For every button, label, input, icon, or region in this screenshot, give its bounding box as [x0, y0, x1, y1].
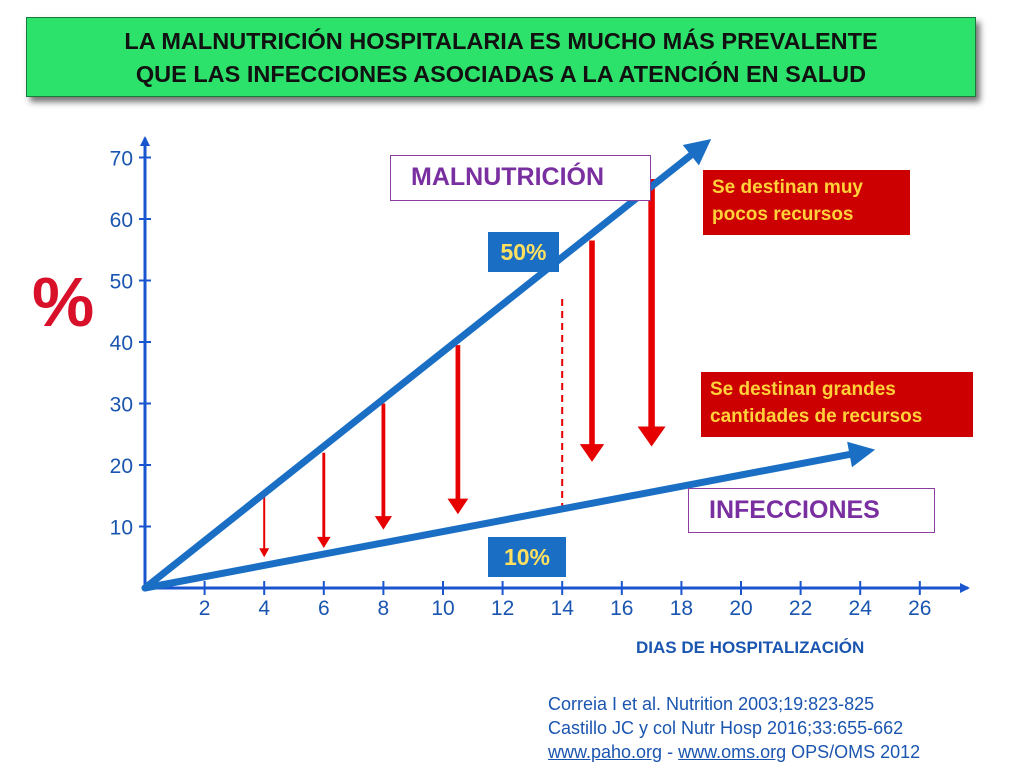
gap-arrow-head [447, 498, 469, 515]
x-tick-label: 6 [318, 597, 330, 620]
infections-series-line [141, 450, 854, 592]
few-resources-line-2: pocos recursos [712, 204, 854, 225]
many-resources-line-1: Se destinan grandes [710, 379, 896, 400]
reference-separator: - [662, 742, 679, 762]
many-resources-note: Se destinan grandes cantidades de recurs… [701, 372, 973, 437]
y-tick-label: 40 [110, 332, 133, 355]
infections-label: INFECCIONES [688, 488, 935, 533]
gap-arrow-head [637, 426, 666, 447]
value-50-badge: 50% [488, 232, 559, 272]
gap-arrow-head [259, 548, 270, 558]
malnutrition-label: MALNUTRICIÓN [390, 155, 651, 201]
reference-1: Correia I et al. Nutrition 2003;19:823-8… [548, 694, 875, 714]
oms-link[interactable]: www.oms.org [678, 742, 787, 762]
y-axis-percent-label: % [32, 263, 95, 341]
gap-arrow-head [317, 536, 331, 549]
x-tick-label: 4 [258, 597, 270, 620]
x-tick-label: 8 [378, 597, 390, 620]
x-tick-label: 12 [491, 597, 514, 620]
infections-series-arrowhead [847, 441, 876, 468]
x-tick-label: 16 [610, 597, 633, 620]
gap-arrow-head [374, 516, 392, 530]
gap-arrow-head [579, 444, 605, 462]
title-banner: LA MALNUTRICIÓN HOSPITALARIA ES MUCHO MÁ… [26, 17, 976, 97]
reference-2: Castillo JC y col Nutr Hosp 2016;33:655-… [548, 718, 904, 738]
many-resources-line-2: cantidades de recursos [710, 406, 923, 427]
x-axis-title: DIAS DE HOSPITALIZACIÓN [636, 638, 865, 657]
x-tick-label: 22 [789, 597, 812, 620]
y-tick-label: 60 [110, 209, 133, 232]
y-tick-label: 10 [110, 517, 133, 540]
few-resources-line-1: Se destinan muy [712, 177, 863, 198]
title-line-2: QUE LAS INFECCIONES ASOCIADAS A LA ATENC… [135, 61, 867, 87]
value-10-badge: 10% [488, 537, 566, 577]
x-tick-label: 14 [551, 597, 575, 620]
few-resources-note: Se destinan muy pocos recursos [703, 170, 910, 235]
y-tick-label: 20 [110, 455, 133, 478]
references: Correia I et al. Nutrition 2003;19:823-8… [548, 692, 920, 764]
y-tick-label: 70 [110, 148, 133, 171]
y-tick-label: 30 [110, 394, 133, 417]
reference-3: www.paho.org - www.oms.org OPS/OMS 2012 [548, 740, 920, 764]
y-tick-label: 50 [110, 271, 133, 294]
x-tick-label: 2 [199, 597, 211, 620]
reference-3-tail: OPS/OMS 2012 [786, 742, 921, 762]
x-tick-label: 26 [908, 597, 931, 620]
malnutrition-series-arrowhead [682, 139, 712, 166]
malnutrition-series-line [141, 151, 695, 592]
x-tick-label: 20 [729, 597, 752, 620]
x-tick-label: 18 [670, 597, 693, 620]
x-tick-label: 24 [849, 597, 873, 620]
paho-link[interactable]: www.paho.org [548, 742, 663, 762]
title-line-1: LA MALNUTRICIÓN HOSPITALARIA ES MUCHO MÁ… [124, 28, 878, 54]
x-tick-label: 10 [431, 597, 454, 620]
